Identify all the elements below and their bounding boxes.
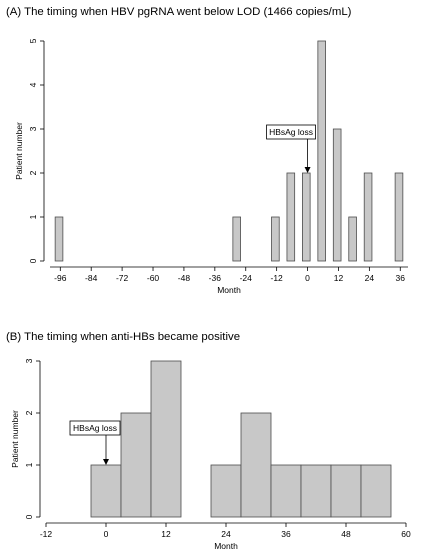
y-tick-label: 2 <box>24 410 34 415</box>
annotation-label: HBsAg loss <box>73 423 117 433</box>
y-tick-label: 4 <box>28 82 38 87</box>
y-tick-label: 2 <box>28 170 38 175</box>
bar <box>330 464 362 518</box>
annotation-label: HBsAg loss <box>269 127 313 137</box>
x-tick-label: 24 <box>365 273 375 283</box>
x-tick-label: -24 <box>240 273 253 283</box>
annotation-arrow-head <box>304 167 311 173</box>
bar <box>300 464 332 518</box>
y-tick-label: 5 <box>28 38 38 43</box>
x-tick-label: 60 <box>401 529 411 539</box>
bar <box>210 464 242 518</box>
x-tick-label: -60 <box>147 273 160 283</box>
x-tick-label: -36 <box>209 273 222 283</box>
bar <box>90 464 122 518</box>
x-tick-label: -48 <box>178 273 191 283</box>
bar <box>232 216 241 262</box>
bar <box>302 172 311 262</box>
bar <box>332 128 342 262</box>
y-tick-label: 0 <box>28 258 38 263</box>
bar <box>394 172 404 262</box>
y-tick-label: 0 <box>24 514 34 519</box>
y-tick-label: 1 <box>24 462 34 467</box>
x-axis-title: Month <box>214 541 238 550</box>
x-tick-label: -12 <box>40 529 53 539</box>
x-tick-label: 36 <box>281 529 291 539</box>
bar <box>270 464 302 518</box>
x-tick-label: -96 <box>54 273 67 283</box>
x-tick-label: 12 <box>161 529 171 539</box>
x-tick-label: 24 <box>221 529 231 539</box>
annotation-box <box>266 124 316 140</box>
x-tick-label: 36 <box>396 273 406 283</box>
x-axis-title: Month <box>217 285 241 295</box>
y-tick-label: 3 <box>28 126 38 131</box>
x-tick-label: -12 <box>270 273 283 283</box>
y-tick-label: 1 <box>28 214 38 219</box>
y-tick-label: 3 <box>24 358 34 363</box>
bar <box>150 360 182 518</box>
bar <box>240 412 272 518</box>
annotation-arrow-head <box>103 459 109 465</box>
x-tick-label: -84 <box>85 273 98 283</box>
x-tick-label: 0 <box>305 273 310 283</box>
x-tick-label: 0 <box>104 529 109 539</box>
bar <box>348 216 357 262</box>
bar <box>286 172 296 262</box>
chart-b-title: (B) The timing when anti-HBs became posi… <box>6 331 241 343</box>
x-tick-label: 48 <box>341 529 351 539</box>
bar <box>120 412 152 518</box>
chart-a-title: (A) The timing when HBV pgRNA went below… <box>6 6 352 18</box>
y-axis-title: Patient number <box>10 410 20 468</box>
x-tick-label: 12 <box>334 273 344 283</box>
bar <box>317 40 326 262</box>
bar <box>363 172 373 262</box>
annotation-box <box>69 420 121 436</box>
bar <box>54 216 64 262</box>
bar <box>360 464 392 518</box>
bar <box>271 216 280 262</box>
y-axis-title: Patient number <box>14 122 24 180</box>
x-tick-label: -72 <box>116 273 129 283</box>
chart-a: -96 -84 -72 -60 -48 -36 -24 -12 0 12 24 36012345Mon… <box>14 38 408 295</box>
